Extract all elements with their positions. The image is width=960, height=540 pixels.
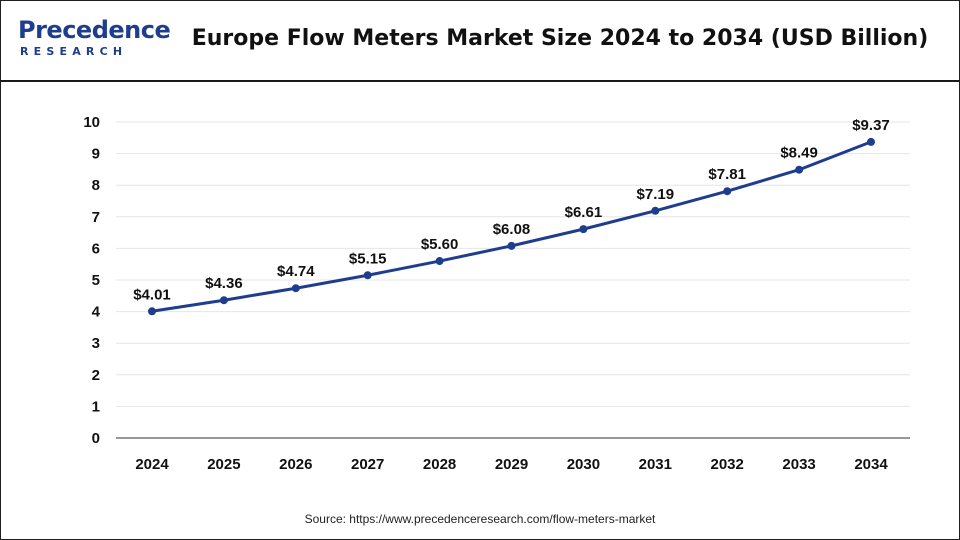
x-tick-label: 2031 [639, 456, 672, 473]
x-tick-label: 2029 [495, 456, 528, 473]
logo-subtitle: RESEARCH [20, 45, 128, 58]
header: Precedence RESEARCH Europe Flow Meters M… [0, 0, 960, 82]
data-label: $5.60 [421, 236, 459, 253]
data-point [723, 187, 732, 196]
y-tick-label: 6 [92, 240, 100, 257]
y-tick-label: 8 [92, 177, 100, 194]
x-tick-label: 2033 [782, 456, 815, 473]
x-tick-label: 2025 [207, 456, 240, 473]
chart-title: Europe Flow Meters Market Size 2024 to 2… [191, 26, 929, 51]
data-label: $5.15 [349, 250, 387, 267]
data-label: $4.01 [133, 286, 171, 303]
x-tick-label: 2027 [351, 456, 384, 473]
data-point [507, 241, 516, 250]
data-point [795, 165, 804, 174]
y-tick-label: 1 [92, 398, 100, 415]
data-label: $7.81 [708, 166, 746, 183]
x-tick-label: 2034 [854, 456, 888, 473]
y-tick-label: 2 [92, 367, 100, 384]
data-point [867, 137, 875, 146]
data-label: $6.08 [493, 221, 531, 238]
data-label: $6.61 [565, 204, 603, 221]
y-tick-label: 10 [83, 114, 100, 131]
data-label: $7.19 [637, 186, 675, 203]
data-point [435, 257, 444, 266]
logo-wordmark: Precedence [18, 16, 171, 44]
data-label: $4.74 [277, 263, 315, 280]
x-tick-label: 2024 [135, 456, 169, 473]
data-label: $4.36 [205, 275, 243, 292]
x-tick-label: 2032 [711, 456, 744, 473]
data-label: $8.49 [780, 145, 818, 162]
source-note: Source: https://www.precedenceresearch.c… [304, 512, 656, 526]
y-tick-label: 3 [92, 335, 100, 352]
x-tick-label: 2026 [279, 456, 312, 473]
data-point [219, 296, 228, 305]
y-tick-label: 5 [92, 272, 100, 289]
data-point [579, 225, 588, 234]
x-tick-label: 2030 [567, 456, 600, 473]
y-tick-label: 7 [92, 209, 100, 226]
brand-logo: Precedence RESEARCH [18, 14, 171, 64]
data-label: $9.37 [852, 117, 890, 134]
y-tick-label: 0 [92, 430, 100, 447]
data-point [651, 206, 660, 215]
x-tick-label: 2028 [423, 456, 456, 473]
data-point [148, 307, 156, 316]
y-tick-label: 4 [92, 304, 101, 321]
data-point [291, 284, 300, 293]
data-point [363, 271, 372, 280]
y-tick-label: 9 [92, 146, 100, 163]
